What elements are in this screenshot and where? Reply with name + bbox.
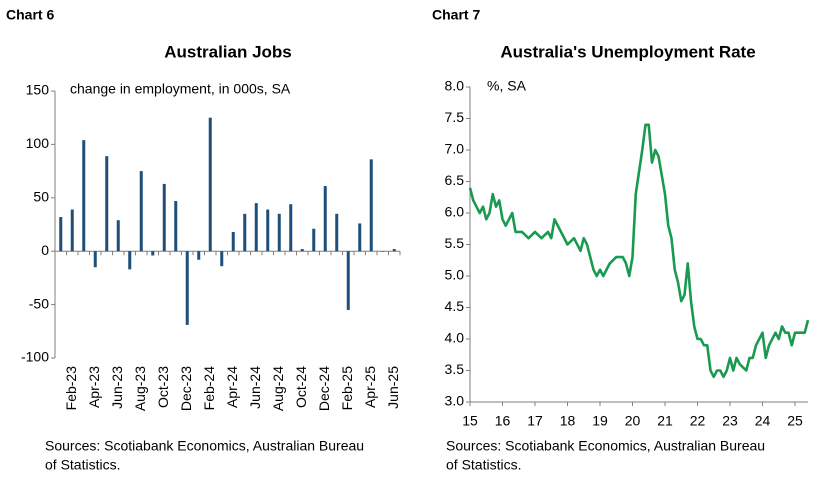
bar [392, 249, 396, 252]
bar [93, 251, 97, 268]
x-tick-label: Apr-24 [224, 366, 240, 408]
bar [174, 201, 178, 252]
panel-label: Chart 7 [432, 7, 480, 23]
x-tick-label: 15 [462, 413, 478, 429]
bar [82, 140, 86, 252]
panel-label: Chart 6 [6, 7, 54, 23]
x-tick-label: Apr-23 [86, 366, 102, 408]
bar [70, 209, 74, 252]
x-tick-label: Aug-24 [270, 366, 286, 411]
line [468, 123, 810, 379]
x-tick-label: Apr-25 [362, 366, 378, 408]
x-tick-label: 17 [527, 413, 543, 429]
x-tick-label: Jun-25 [385, 366, 401, 409]
y-tick-label: -50 [29, 295, 49, 311]
x-tick-label: 23 [722, 413, 738, 429]
y-tick-label: 8.0 [445, 78, 465, 94]
x-tick-label: 16 [495, 413, 511, 429]
x-tick-label: 18 [560, 413, 576, 429]
bar [128, 251, 132, 270]
y-tick-label: 5.5 [445, 235, 465, 251]
source: Sources: Scotiabank Economics, Australia… [446, 438, 765, 454]
bar [358, 223, 362, 252]
y-tick-label: 4.0 [445, 330, 465, 346]
bar [151, 251, 155, 256]
bar [220, 251, 224, 267]
annotation: change in employment, in 000s, SA [70, 81, 291, 97]
y-tick-label: 150 [26, 82, 50, 98]
y-tick-label: 0 [41, 242, 49, 258]
x-tick-label: Jun-24 [247, 366, 263, 409]
x-tick-label: Feb-23 [63, 366, 79, 411]
bar [312, 228, 316, 252]
y-tick-label: -100 [21, 349, 49, 365]
bar [185, 251, 189, 325]
y-tick-label: 6.5 [445, 172, 465, 188]
y-tick-label: 6.0 [445, 204, 465, 220]
x-tick-label: Feb-24 [201, 366, 217, 411]
bar [323, 186, 327, 252]
bar [139, 171, 143, 252]
x-tick-label: 22 [690, 413, 706, 429]
y-tick-label: 100 [26, 135, 50, 151]
x-tick-label: Oct-23 [155, 366, 171, 408]
y-tick-label: 5.0 [445, 267, 465, 283]
x-tick-label: 25 [787, 413, 803, 429]
bar [369, 159, 373, 252]
bar [208, 117, 212, 252]
y-tick-label: 4.5 [445, 298, 465, 314]
x-tick-label: Dec-24 [316, 366, 332, 411]
bar [289, 204, 293, 252]
x-tick-label: Feb-25 [339, 366, 355, 411]
bar [231, 231, 235, 252]
bar [116, 220, 120, 252]
bar [277, 213, 281, 252]
bar [381, 251, 385, 252]
bar [346, 251, 350, 310]
x-tick-label: Jun-23 [109, 366, 125, 409]
bar [266, 209, 270, 252]
source: of Statistics. [45, 457, 120, 473]
x-tick-label: Oct-24 [293, 366, 309, 408]
y-tick-label: 7.0 [445, 141, 465, 157]
source: Sources: Scotiabank Economics, Australia… [45, 438, 364, 454]
bar [243, 213, 247, 252]
bar [254, 203, 258, 252]
bar [300, 249, 304, 252]
bar [59, 217, 63, 252]
x-tick-label: 21 [657, 413, 673, 429]
source: of Statistics. [446, 457, 521, 473]
x-tick-label: 20 [625, 413, 641, 429]
y-tick-label: 3.5 [445, 361, 465, 377]
x-tick-label: Dec-23 [178, 366, 194, 411]
y-tick-label: 50 [33, 189, 49, 205]
chart-title: Australia's Unemployment Rate [500, 42, 755, 61]
chart-title: Australian Jobs [164, 42, 292, 61]
bar [335, 213, 339, 252]
bar [162, 183, 166, 252]
x-tick-label: 24 [755, 413, 771, 429]
x-tick-label: Aug-23 [132, 366, 148, 411]
y-tick-label: 7.5 [445, 109, 465, 125]
annotation: %, SA [487, 78, 527, 94]
bar [105, 156, 109, 252]
bar [197, 251, 201, 260]
y-tick-label: 3.0 [445, 393, 465, 409]
x-tick-label: 19 [592, 413, 608, 429]
